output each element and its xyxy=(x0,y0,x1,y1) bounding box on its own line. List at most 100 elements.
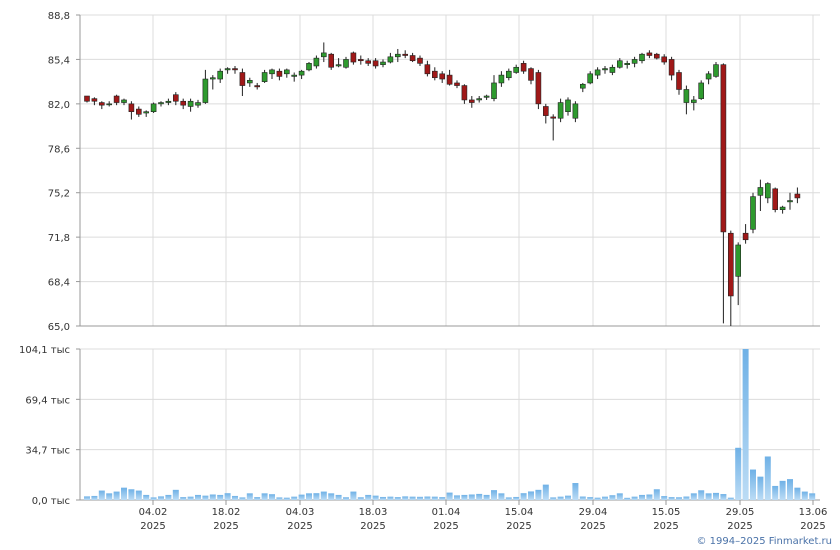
candle-body xyxy=(365,60,372,64)
candle-body xyxy=(173,94,179,102)
candle-body xyxy=(380,61,386,65)
volume-bar xyxy=(587,497,594,500)
candle-body xyxy=(520,63,527,72)
volume-bar xyxy=(446,492,453,500)
candle-body xyxy=(121,99,127,103)
candle-body xyxy=(653,53,660,59)
volume-bar xyxy=(520,493,527,500)
volume-bar xyxy=(335,494,342,500)
volume-tick-label: 69,4 тыс xyxy=(25,395,70,406)
volume-bar xyxy=(572,483,579,500)
x-tick-date: 04.03 xyxy=(286,507,315,518)
candle-body xyxy=(261,72,268,82)
volume-bar xyxy=(794,487,801,500)
volume-bar xyxy=(631,496,638,500)
volume-bar xyxy=(757,476,764,500)
volume-bar xyxy=(283,497,290,500)
x-tick-year: 2025 xyxy=(213,521,238,532)
volume-bar xyxy=(172,489,179,500)
volume-bar xyxy=(106,493,113,500)
x-tick-year: 2025 xyxy=(287,521,312,532)
volume-bar xyxy=(683,496,690,500)
volume-bar xyxy=(579,496,586,500)
candle-body xyxy=(742,232,749,241)
candle-body xyxy=(698,82,705,99)
candle-body xyxy=(757,187,764,196)
volume-bar xyxy=(431,496,438,500)
volume-bar xyxy=(439,497,446,500)
candle-body xyxy=(565,99,571,112)
candle-body xyxy=(106,103,112,106)
candle-body xyxy=(542,106,549,116)
price-tick-label: 85,4 xyxy=(48,55,70,66)
candle-body xyxy=(247,80,253,84)
volume-bar xyxy=(639,494,645,500)
volume-bar xyxy=(705,493,712,500)
volume-bar xyxy=(417,496,423,500)
x-tick-date: 15.05 xyxy=(652,507,681,518)
x-tick-year: 2025 xyxy=(653,521,678,532)
candle-body xyxy=(454,82,460,86)
candle-body xyxy=(187,100,194,107)
price-tick-label: 75,2 xyxy=(48,189,70,200)
candle-body xyxy=(505,70,512,79)
volume-bar xyxy=(727,497,734,500)
volume-bar xyxy=(306,493,312,500)
volume-bar xyxy=(180,497,187,500)
candle-body xyxy=(513,66,520,73)
candle-body xyxy=(298,70,305,76)
volume-bar xyxy=(690,493,697,500)
candle-body xyxy=(402,53,409,56)
candle-body xyxy=(84,95,90,102)
candle-body xyxy=(195,102,201,106)
volume-bar xyxy=(269,494,275,500)
x-tick-year: 2025 xyxy=(727,521,752,532)
volume-bar xyxy=(365,494,372,500)
candle-body xyxy=(424,64,431,75)
volume-bar xyxy=(720,494,727,500)
x-tick-year: 2025 xyxy=(433,521,458,532)
volume-bar xyxy=(461,494,468,500)
volume-bar xyxy=(343,497,349,500)
candle-body xyxy=(535,72,542,105)
candle-body xyxy=(572,103,579,119)
candle-body xyxy=(143,111,149,114)
candle-body xyxy=(128,103,135,112)
candle-body xyxy=(720,64,727,233)
candle-body xyxy=(461,85,468,101)
volume-tick-label: 0,0 тыс xyxy=(32,496,70,507)
volume-bar xyxy=(380,496,386,500)
volume-bar xyxy=(742,349,749,500)
candle-body xyxy=(158,102,164,105)
volume-bar xyxy=(653,489,660,500)
candle-body xyxy=(113,95,120,103)
volume-bar xyxy=(217,494,224,500)
price-tick-label: 88,8 xyxy=(48,11,70,22)
volume-bar xyxy=(187,496,194,500)
candle-body xyxy=(668,59,675,76)
candle-body xyxy=(99,102,105,106)
volume-bar xyxy=(402,496,409,500)
x-tick-date: 15.04 xyxy=(505,507,534,518)
volume-bar xyxy=(735,447,742,500)
x-tick-date: 18.02 xyxy=(212,507,241,518)
candle-body xyxy=(357,59,364,62)
volume-bar xyxy=(491,490,497,500)
volume-bar xyxy=(394,497,401,500)
volume-bar xyxy=(113,491,120,500)
volume-bar xyxy=(698,490,705,500)
candle-body xyxy=(483,95,490,98)
volume-bar xyxy=(542,484,549,500)
volume-bar xyxy=(121,487,127,500)
candle-body xyxy=(136,108,142,115)
volume-bar xyxy=(764,456,771,500)
volume-bar xyxy=(609,495,616,500)
candle-body xyxy=(557,102,564,119)
candle-body xyxy=(431,70,438,79)
candle-body xyxy=(616,60,623,68)
price-tick-label: 82,0 xyxy=(48,100,70,111)
price-tick-label: 65,0 xyxy=(48,322,70,333)
volume-bar xyxy=(594,497,601,500)
volume-bar xyxy=(513,496,520,500)
